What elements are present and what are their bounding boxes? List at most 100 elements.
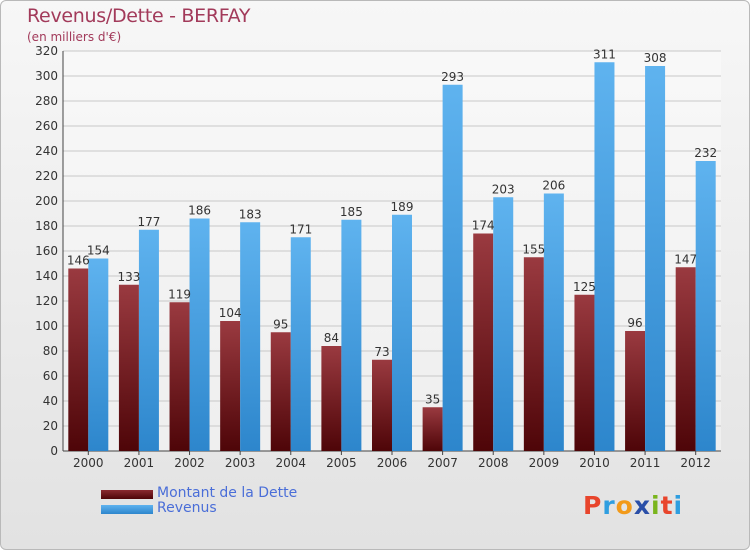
legend-swatch-revenus <box>101 505 153 514</box>
legend-label-revenus: Revenus <box>157 500 217 516</box>
y-tick-label: 200 <box>35 194 58 208</box>
bar-revenus <box>543 193 564 451</box>
logo-letter: o <box>615 491 634 520</box>
y-tick-label: 60 <box>43 369 58 383</box>
logo-letter: t <box>660 491 674 520</box>
logo-letter: x <box>633 491 651 520</box>
x-tick-label: 2009 <box>529 456 560 470</box>
bar-dette <box>372 359 392 451</box>
data-label-revenus: 171 <box>289 222 312 236</box>
bar-dette <box>169 302 190 451</box>
data-label-revenus: 185 <box>340 205 363 219</box>
data-label-revenus: 203 <box>492 182 515 196</box>
y-tick-label: 320 <box>35 44 58 58</box>
bar-dette <box>574 294 595 451</box>
bar-dette <box>321 346 342 451</box>
bar-dette <box>270 332 291 451</box>
data-label-dette: 147 <box>674 252 697 266</box>
data-label-revenus: 183 <box>239 207 262 221</box>
y-tick-label: 0 <box>50 444 58 458</box>
y-tick-label: 240 <box>35 144 58 158</box>
y-tick-label: 160 <box>35 244 58 258</box>
bar-dette <box>422 407 443 451</box>
bar-dette <box>118 284 139 451</box>
x-tick-label: 2006 <box>377 456 408 470</box>
bar-revenus <box>493 197 514 451</box>
data-label-dette: 95 <box>273 317 288 331</box>
legend-swatch-dette <box>101 490 153 499</box>
y-tick-label: 180 <box>35 219 58 233</box>
bar-revenus <box>341 219 362 451</box>
data-label-revenus: 186 <box>188 204 211 218</box>
y-tick-label: 300 <box>35 69 58 83</box>
x-tick-label: 2008 <box>478 456 509 470</box>
x-tick-label: 2001 <box>124 456 155 470</box>
logo-letter: i <box>651 491 661 520</box>
bars <box>68 62 716 451</box>
bar-revenus <box>695 161 716 451</box>
bar-dette <box>68 268 89 451</box>
y-tick-label: 280 <box>35 94 58 108</box>
bar-dette <box>523 257 544 451</box>
bar-revenus <box>138 229 159 451</box>
y-tick-label: 100 <box>35 319 58 333</box>
x-tick-label: 2000 <box>73 456 104 470</box>
axes: 0 20 40 60 80 100 120 140 160 180 200 220 240 260 280 3… <box>35 44 721 470</box>
bar-dette <box>675 267 696 451</box>
bar-revenus <box>240 222 261 451</box>
bar-dette <box>625 331 646 451</box>
bar-revenus <box>594 62 615 451</box>
data-label-dette: 96 <box>627 316 642 330</box>
bar-revenus <box>189 218 210 451</box>
bar-revenus <box>392 214 412 451</box>
proxiti-logo: Proxiti <box>583 491 683 520</box>
y-tick-label: 120 <box>35 294 58 308</box>
data-label-dette: 155 <box>522 242 545 256</box>
x-tick-label: 2003 <box>225 456 256 470</box>
data-label-dette: 125 <box>573 280 596 294</box>
y-tick-label: 260 <box>35 119 58 133</box>
x-tick-label: 2002 <box>174 456 205 470</box>
y-tick-label: 40 <box>43 394 58 408</box>
data-label-revenus: 232 <box>694 146 717 160</box>
data-label-dette: 84 <box>324 331 339 345</box>
x-tick-label: 2012 <box>680 456 711 470</box>
data-label-dette: 146 <box>67 254 90 268</box>
x-tick-label: 2011 <box>630 456 661 470</box>
data-label-dette: 174 <box>472 219 495 233</box>
x-tick-label: 2005 <box>326 456 357 470</box>
logo-letter: i <box>673 491 684 520</box>
y-tick-label: 80 <box>43 344 58 358</box>
data-label-revenus: 311 <box>593 47 616 61</box>
bar-revenus <box>290 237 311 451</box>
bar-revenus <box>645 66 666 451</box>
data-label-revenus: 206 <box>542 179 565 193</box>
x-tick-label: 2010 <box>579 456 610 470</box>
x-tick-label: 2007 <box>427 456 458 470</box>
data-label-dette: 104 <box>219 306 242 320</box>
logo-letter: P <box>583 491 603 520</box>
data-label-dette: 119 <box>168 287 191 301</box>
data-label-dette: 73 <box>374 345 389 359</box>
data-label-revenus: 177 <box>137 215 160 229</box>
y-tick-label: 140 <box>35 269 58 283</box>
legend-label-dette: Montant de la Dette <box>157 485 298 501</box>
y-tick-label: 20 <box>43 419 58 433</box>
bar-dette <box>220 321 241 451</box>
logo-letter: r <box>602 491 616 520</box>
bar-dette <box>473 233 494 451</box>
bar-revenus <box>88 258 109 451</box>
x-tick-label: 2004 <box>275 456 306 470</box>
chart-title: Revenus/Dette - BERFAY <box>27 5 251 27</box>
chart-subtitle: (en milliers d'€) <box>27 30 122 44</box>
data-label-dette: 35 <box>425 392 440 406</box>
data-label-revenus: 154 <box>87 244 110 258</box>
data-label-dette: 133 <box>117 270 140 284</box>
bar-revenus <box>442 84 463 451</box>
data-label-revenus: 308 <box>644 51 667 65</box>
data-label-revenus: 189 <box>391 200 414 214</box>
data-label-revenus: 293 <box>441 70 464 84</box>
